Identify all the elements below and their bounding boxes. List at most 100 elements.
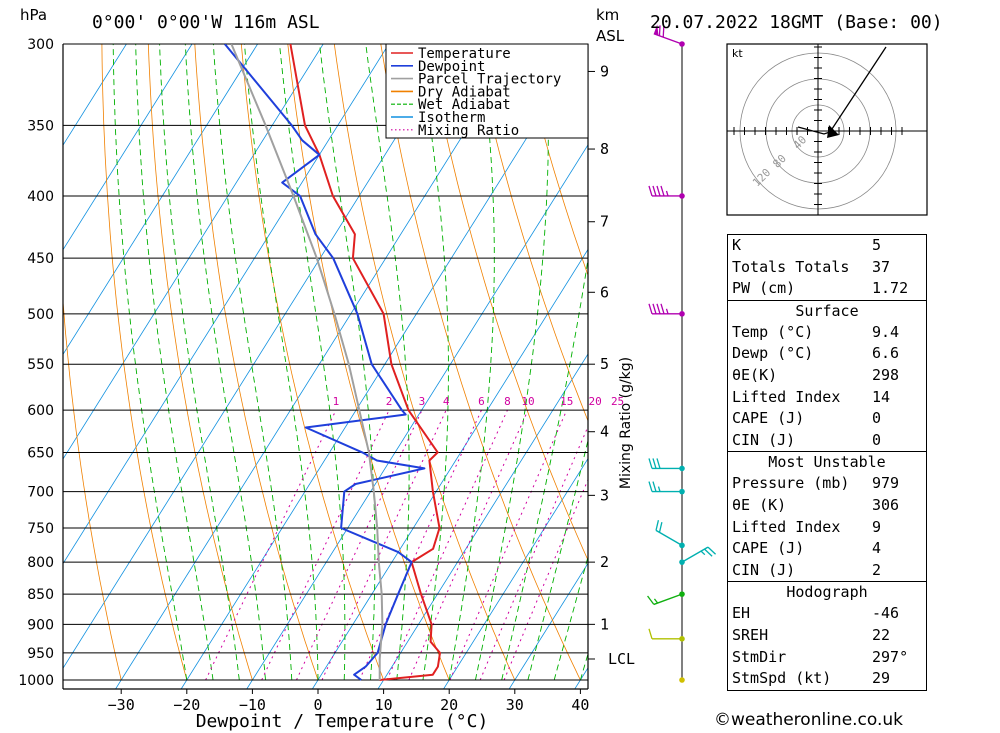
indices-row: Totals Totals 37 (728, 257, 926, 279)
indices-row: Dewp (°C) 6.6 (728, 343, 926, 365)
indices-label: EH (732, 604, 751, 623)
wet-adiabat-line (244, 44, 319, 680)
indices-value: 37 (872, 257, 891, 276)
km-tick-label: 4 (600, 423, 609, 441)
pressure-tick-label: 450 (27, 251, 54, 267)
indices-label: K (732, 236, 742, 254)
profiles (224, 44, 441, 681)
isotherm-line (63, 44, 324, 460)
pressure-tick-label: 1000 (18, 673, 54, 689)
indices-label: θE (K) (732, 495, 787, 514)
mixing-ratio-line (358, 409, 482, 681)
pressure-tick-label: 950 (27, 646, 54, 662)
wind-barb-feather (656, 303, 661, 315)
legend-label: Dewpoint (418, 59, 485, 75)
dry-adiabat-line (101, 44, 188, 681)
x-tick-label: −30 (108, 696, 135, 714)
km-tick-label: 3 (600, 486, 609, 504)
wind-barb-half-feather (665, 190, 669, 197)
indices-block: Most Unstable Pressure (mb) 979 θE (K) 306 Li… (727, 451, 927, 582)
wind-barb-feather (658, 522, 663, 533)
indices-label: StmDir (732, 647, 787, 666)
wet-adiabat-line (365, 44, 410, 681)
wind-barb-feather (648, 303, 653, 315)
isotherm-line (63, 44, 259, 356)
mixing-ratio-label: 8 (504, 395, 511, 408)
pressure-tick-label: 500 (27, 307, 54, 323)
indices-block-header: Surface (795, 301, 859, 320)
indices-value: 298 (872, 365, 900, 384)
wind-barb-half-feather (653, 598, 659, 604)
mixing-ratio-label: 1 (333, 395, 340, 408)
x-tick-label: 30 (506, 696, 524, 714)
x-tick-label: 40 (571, 696, 589, 714)
indices-value: 14 (872, 387, 891, 406)
wind-barb-staff (681, 546, 709, 563)
pressure-tick-label: 300 (27, 37, 54, 53)
wet-adiabat-line (448, 44, 495, 681)
mixing-ratio-line (205, 409, 337, 681)
isotherm-line (508, 562, 588, 689)
mixing-ratio-line (408, 409, 529, 681)
indices-row: Temp (°C) 9.4 (728, 322, 926, 344)
dry-adiabat-line (194, 44, 319, 681)
legend-label: Isotherm (418, 110, 485, 126)
mixing-ratio-labels: 1 2 3 4 6 8 10 15 20 25 (333, 395, 625, 408)
dry-adiabat-line (380, 44, 581, 681)
indices-row: CAPE (J) 0 (728, 408, 926, 430)
wind-barb-staff (653, 593, 683, 606)
indices-label: SREH (732, 625, 769, 644)
dry-adiabat-line (473, 44, 588, 422)
indices-label: StmSpd (kt) (732, 669, 832, 688)
mixing-ratio-label: 20 (588, 395, 601, 408)
wind-barb-feather (652, 458, 657, 469)
indices-label: Lifted Index (732, 517, 841, 536)
mixing-ratio-label: 4 (443, 395, 450, 408)
indices-label: CIN (J) (732, 430, 796, 449)
wind-dot (679, 677, 685, 683)
wind-barb-feather (652, 303, 657, 315)
km-tick-label: 9 (600, 62, 609, 80)
indices-label: Dewp (°C) (732, 344, 814, 363)
indices-value: 9.4 (872, 322, 900, 341)
mixing-ratio-line (479, 425, 588, 681)
indices-value: -46 (872, 604, 900, 623)
indices-row: StmDir 297° (728, 647, 926, 669)
isotherm-line (377, 353, 588, 689)
wind-barb-feather (655, 520, 660, 531)
wind-barb-feather (652, 185, 657, 197)
x-tick-label: −20 (173, 696, 200, 714)
indices-label: CIN (J) (732, 560, 796, 579)
wet-adiabat-line (553, 555, 588, 681)
pressure-tick-label: 550 (27, 357, 54, 373)
indices-value: 22 (872, 625, 891, 644)
dry-adiabat-line (333, 44, 516, 681)
isobars (63, 43, 588, 681)
legend-label: Parcel Trajectory (418, 72, 561, 88)
x-tick-label: 10 (375, 696, 393, 714)
wind-barb-staff (655, 529, 683, 546)
storm-motion-arrow (827, 125, 839, 138)
indices-row: Pressure (mb) 979 (728, 473, 926, 495)
indices-value: 297° (872, 647, 909, 666)
wind-barb-half-feather (700, 550, 706, 556)
dry-adiabat-line (63, 296, 122, 681)
km-tick-label: 6 (600, 283, 609, 301)
indices-value: 979 (872, 474, 900, 493)
hodograph-unit: kt (732, 47, 743, 60)
indices-block-header: Hodograph (786, 583, 868, 602)
pressure-tick-label: 800 (27, 555, 54, 571)
indices-block: Surface Temp (°C) 9.4 Dewp (°C) 6.6 θE(K) 298 L… (727, 299, 927, 452)
wind-barb-feather (660, 185, 665, 197)
x-tick-label: 20 (440, 696, 458, 714)
mixing-ratio-label: 6 (478, 395, 485, 408)
indices-value: 6.6 (872, 344, 900, 363)
indices-table: K 5 Totals Totals 37 PW (cm) 1.72 Surface Temp … (727, 234, 927, 691)
pressure-tick-label: 400 (27, 189, 54, 205)
wet-adiabat-line (212, 44, 293, 681)
indices-block: Hodograph EH -46 SREH 22 StmDir 297° StmSpd (kt… (727, 581, 927, 691)
indices-value: 2 (872, 560, 882, 579)
